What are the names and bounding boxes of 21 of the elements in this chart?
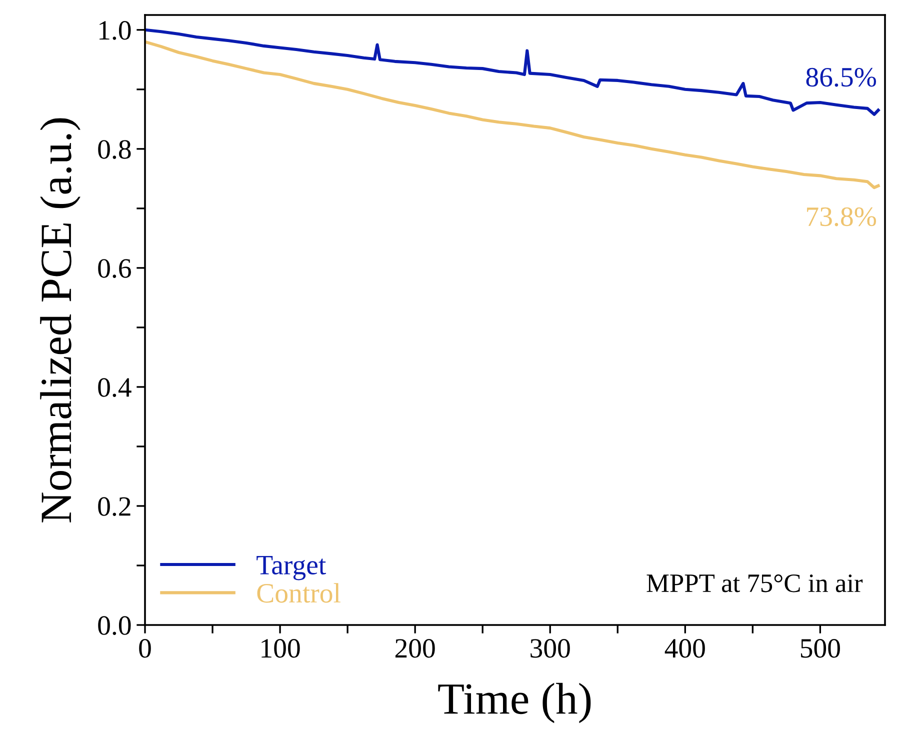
line-series (145, 40, 880, 190)
legend-label: Target (256, 556, 326, 580)
x-tick-label: 400 (664, 638, 705, 658)
text: 0.0 (98, 616, 131, 636)
x-tick-label: 300 (530, 638, 570, 658)
x-tick-label: 500 (800, 638, 840, 658)
y-tick-label: 0.8 (98, 140, 131, 159)
legend-label: Control (257, 583, 340, 603)
annotation: 73.8% (807, 207, 876, 226)
y-tick-label: 0.2 (98, 497, 130, 516)
y-tick-label: 1.0 (100, 21, 131, 40)
x-tick-label: 200 (395, 638, 435, 658)
line-series (145, 28, 880, 116)
y-tick-label: 0.4 (98, 378, 132, 397)
x-axis-title: Time (h) (438, 682, 591, 724)
x-tick-label: 0 (139, 638, 151, 658)
x-tick-label: 100 (262, 638, 300, 658)
y-tick-label: 0.6 (98, 259, 131, 278)
y-axis-title: Normalized PCE (a.u.) (40, 118, 80, 522)
annotation: MPPT at 75°C in air (646, 574, 863, 592)
annotation: 86.5% (806, 68, 876, 87)
